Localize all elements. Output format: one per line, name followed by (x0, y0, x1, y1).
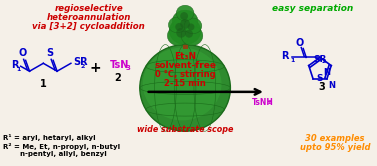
Text: 0 °C, stirring: 0 °C, stirring (155, 70, 215, 79)
Circle shape (180, 12, 188, 20)
Text: R¹ = aryl, hetaryl, alkyl: R¹ = aryl, hetaryl, alkyl (3, 134, 96, 141)
Polygon shape (182, 39, 188, 48)
Text: SR: SR (73, 57, 87, 67)
Circle shape (180, 19, 190, 29)
Text: S: S (47, 48, 54, 58)
Text: n-pentyl, allyl, benzyl: n-pentyl, allyl, benzyl (20, 151, 106, 157)
Ellipse shape (181, 26, 203, 46)
Text: +: + (90, 61, 101, 75)
Text: N: N (328, 81, 335, 90)
Circle shape (175, 23, 183, 31)
Ellipse shape (176, 5, 194, 21)
Text: regioselective: regioselective (54, 4, 123, 13)
Text: upto 95% yield: upto 95% yield (299, 143, 370, 153)
Text: SR: SR (314, 55, 327, 64)
Text: 2-15 min: 2-15 min (164, 79, 206, 87)
Text: 2: 2 (268, 100, 271, 105)
Ellipse shape (140, 45, 230, 131)
Ellipse shape (184, 18, 202, 34)
Text: wide substrate scope: wide substrate scope (137, 125, 233, 134)
Text: S: S (316, 74, 322, 83)
Ellipse shape (172, 10, 198, 32)
Ellipse shape (169, 17, 186, 33)
Circle shape (185, 30, 193, 38)
Text: 1: 1 (290, 58, 294, 63)
Text: R² = Me, Et, n-propyl, n-butyl: R² = Me, Et, n-propyl, n-butyl (3, 143, 120, 150)
Text: R: R (11, 60, 18, 70)
Ellipse shape (169, 17, 201, 45)
Text: 1: 1 (17, 67, 21, 72)
Text: N: N (323, 68, 330, 77)
Text: O: O (295, 38, 303, 48)
Ellipse shape (143, 47, 222, 120)
Text: R: R (281, 51, 288, 61)
Text: 3: 3 (125, 65, 130, 71)
Text: 1: 1 (40, 79, 47, 89)
Text: 2: 2 (114, 73, 121, 83)
Text: 30 examples: 30 examples (305, 134, 365, 143)
Text: O: O (18, 48, 27, 58)
Text: heteroannulation: heteroannulation (46, 13, 131, 22)
Text: easy separation: easy separation (273, 4, 354, 13)
Circle shape (188, 23, 195, 30)
Text: 2: 2 (81, 64, 85, 69)
Text: 2: 2 (321, 59, 326, 64)
Text: 3: 3 (319, 82, 325, 92)
Text: solvent-free: solvent-free (154, 61, 216, 70)
Text: via [3+2] cycloaddition: via [3+2] cycloaddition (32, 22, 145, 31)
Circle shape (176, 28, 186, 38)
Text: TsN: TsN (110, 60, 130, 70)
Text: TsNH: TsNH (252, 98, 274, 107)
Ellipse shape (167, 26, 189, 46)
Text: Et₃N: Et₃N (174, 52, 196, 61)
